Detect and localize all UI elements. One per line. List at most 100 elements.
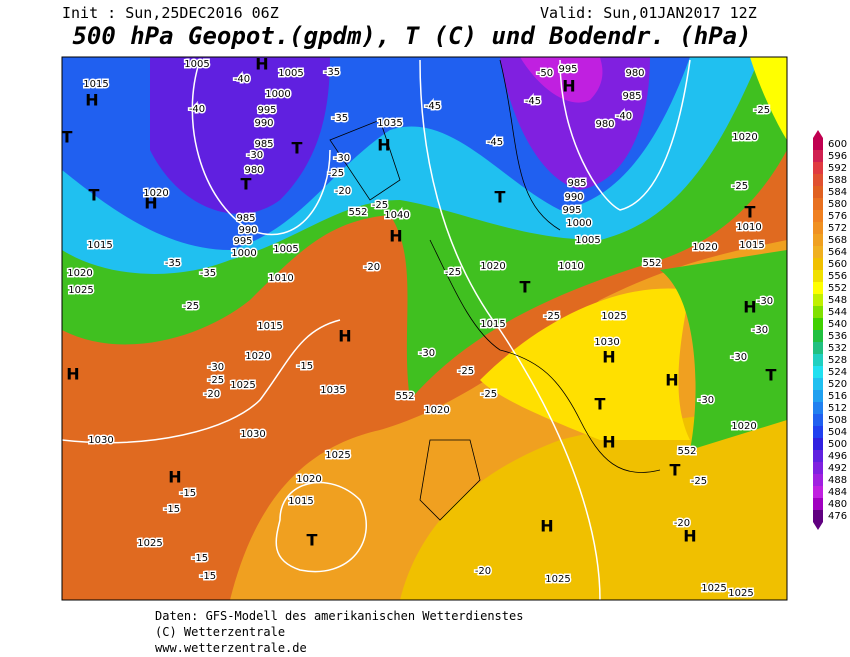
colorbar-swatch bbox=[813, 306, 823, 318]
map-label: 1005 bbox=[184, 59, 209, 70]
colorbar-swatch bbox=[813, 234, 823, 246]
pressure-center: T bbox=[307, 531, 318, 550]
pressure-center: H bbox=[540, 517, 553, 536]
map-label: -25 bbox=[372, 200, 388, 211]
map-label: 990 bbox=[564, 192, 583, 203]
map-title: 500 hPa Geopot.(gpdm), T (C) und Bodendr… bbox=[72, 22, 751, 50]
colorbar-label: 600 bbox=[828, 139, 847, 150]
colorbar-cap bbox=[813, 130, 823, 138]
pressure-center: T bbox=[495, 188, 506, 207]
map-label: 1025 bbox=[701, 583, 726, 594]
pressure-center: H bbox=[665, 371, 678, 390]
map-label: -35 bbox=[332, 113, 348, 124]
colorbar-label: 580 bbox=[828, 199, 847, 210]
map-label: 1030 bbox=[240, 429, 265, 440]
colorbar: 6005965925885845805765725685645605565525… bbox=[813, 130, 847, 530]
colorbar-label: 596 bbox=[828, 151, 847, 162]
map-label: -25 bbox=[328, 168, 344, 179]
pressure-center: H bbox=[144, 194, 157, 213]
colorbar-swatch bbox=[813, 138, 823, 150]
colorbar-label: 524 bbox=[828, 367, 847, 378]
map-label: -45 bbox=[525, 96, 541, 107]
pressure-center: H bbox=[85, 91, 98, 110]
map-label: 985 bbox=[567, 178, 586, 189]
init-time: Init : Sun,25DEC2016 06Z bbox=[62, 4, 279, 22]
colorbar-swatch bbox=[813, 246, 823, 258]
colorbar-swatch bbox=[813, 438, 823, 450]
map-label: -25 bbox=[732, 181, 748, 192]
map-label: -40 bbox=[234, 74, 250, 85]
map-label: -20 bbox=[204, 389, 220, 400]
valid-time: Valid: Sun,01JAN2017 12Z bbox=[540, 4, 757, 22]
map-label: 1015 bbox=[480, 319, 505, 330]
map-label: 1025 bbox=[68, 285, 93, 296]
colorbar-label: 584 bbox=[828, 187, 847, 198]
map-label: 1005 bbox=[273, 244, 298, 255]
map-label: 985 bbox=[254, 139, 273, 150]
colorbar-label: 496 bbox=[828, 451, 847, 462]
colorbar-swatch bbox=[813, 354, 823, 366]
map-label: 980 bbox=[595, 119, 614, 130]
colorbar-swatch bbox=[813, 282, 823, 294]
colorbar-label: 564 bbox=[828, 247, 847, 258]
colorbar-label: 536 bbox=[828, 331, 847, 342]
map-label: 1010 bbox=[268, 273, 293, 284]
colorbar-swatch bbox=[813, 186, 823, 198]
pressure-center: T bbox=[670, 461, 681, 480]
colorbar-swatch bbox=[813, 210, 823, 222]
colorbar-label: 508 bbox=[828, 415, 847, 426]
pressure-center: H bbox=[338, 327, 351, 346]
colorbar-cap bbox=[813, 522, 823, 530]
colorbar-swatch bbox=[813, 198, 823, 210]
colorbar-swatch bbox=[813, 258, 823, 270]
colorbar-label: 480 bbox=[828, 499, 847, 510]
colorbar-swatch bbox=[813, 150, 823, 162]
colorbar-swatch bbox=[813, 330, 823, 342]
map-label: -15 bbox=[164, 504, 180, 515]
pressure-center: T bbox=[745, 203, 756, 222]
colorbar-swatch bbox=[813, 366, 823, 378]
map-label: 1020 bbox=[480, 261, 505, 272]
map-label: -45 bbox=[487, 137, 503, 148]
pressure-center: H bbox=[743, 298, 756, 317]
pressure-center: T bbox=[89, 186, 100, 205]
map-label: 1030 bbox=[88, 435, 113, 446]
map-label: -35 bbox=[324, 67, 340, 78]
map-label: 1035 bbox=[320, 385, 345, 396]
map-label: -25 bbox=[458, 366, 474, 377]
map-label: -50 bbox=[537, 68, 553, 79]
map-frame bbox=[61, 56, 788, 601]
map-label: 1020 bbox=[143, 188, 168, 199]
map-label: 1010 bbox=[736, 222, 761, 233]
map-label: 1005 bbox=[575, 235, 600, 246]
map-label: -35 bbox=[165, 258, 181, 269]
map-label: 1010 bbox=[558, 261, 583, 272]
pressure-center: H bbox=[683, 527, 696, 546]
map-label: 980 bbox=[625, 68, 644, 79]
map-label: -35 bbox=[200, 268, 216, 279]
colorbar-label: 492 bbox=[828, 463, 847, 474]
pressure-center: T bbox=[292, 139, 303, 158]
colorbar-swatch bbox=[813, 342, 823, 354]
colorbar-swatch bbox=[813, 498, 823, 510]
map-label: 552 bbox=[395, 391, 414, 402]
map-label: -30 bbox=[752, 325, 768, 336]
map-label: 1020 bbox=[245, 351, 270, 362]
pressure-center: H bbox=[255, 55, 268, 74]
map-label: 1015 bbox=[739, 240, 764, 251]
colorbar-label: 592 bbox=[828, 163, 847, 174]
pressure-center: T bbox=[62, 128, 73, 147]
map-label: 995 bbox=[558, 64, 577, 75]
map-label: -25 bbox=[183, 301, 199, 312]
map-label: 1020 bbox=[67, 268, 92, 279]
map-label: 1020 bbox=[692, 242, 717, 253]
pressure-center: T bbox=[520, 278, 531, 297]
map-label: 1020 bbox=[296, 474, 321, 485]
colorbar-swatch bbox=[813, 222, 823, 234]
colorbar-swatch bbox=[813, 486, 823, 498]
colorbar-label: 568 bbox=[828, 235, 847, 246]
map-area bbox=[62, 57, 787, 600]
colorbar-label: 532 bbox=[828, 343, 847, 354]
pressure-center: H bbox=[168, 468, 181, 487]
map-label: 990 bbox=[238, 225, 257, 236]
